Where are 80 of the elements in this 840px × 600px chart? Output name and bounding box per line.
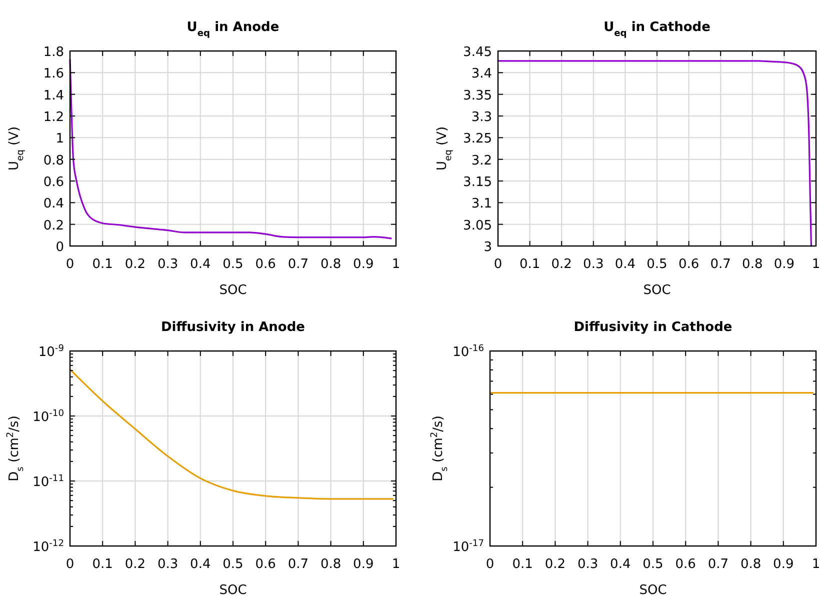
x-tick-label: 0.3 [583,257,604,272]
x-axis-title: SOC [219,583,247,598]
x-tick-label: 0.6 [255,257,276,272]
y-tick-label: 10$^{-16}$ [452,344,484,360]
y-tick-label: 3.35 [463,88,492,104]
x-tick-label: 0.9 [774,257,795,272]
x-tick-label: 0.1 [92,257,113,272]
x-tick-label: 0.8 [742,257,763,272]
y-tick-label: 0.6 [43,175,64,190]
x-tick-label: 0.5 [646,257,668,272]
x-tick-label: 1 [812,557,820,572]
y-tick-label: 3.1 [471,196,492,212]
y-tick-label: 0 [56,240,64,255]
x-tick-label: 0.4 [190,557,211,572]
y-tick-label: 0.2 [43,218,64,234]
y-tick-label: 1 [56,132,64,147]
y-tick-label: 10$^{-11}$ [32,474,64,490]
x-tick-label: 0.3 [157,257,178,272]
x-tick-label: 1 [812,257,820,272]
line-series [69,368,394,500]
x-tick-label: 0.7 [288,557,309,572]
x-tick-label: 0.4 [614,257,636,272]
y-tick-label: 0.8 [43,153,64,168]
x-tick-label: 0.2 [124,557,146,572]
x-tick-label: 0.7 [288,257,309,272]
x-tick-label: 0.6 [678,257,700,272]
y-tick-label: 3.45 [463,45,492,60]
x-tick-label: 0.8 [740,557,762,572]
y-tick-label: 0.4 [43,196,64,212]
x-tick-label: 0.9 [773,557,794,572]
y-tick-label: 3.05 [463,218,492,234]
x-tick-label: 0.2 [124,257,146,272]
x-axis-title: SOC [219,283,247,298]
x-tick-label: 0.3 [577,557,598,572]
x-tick-label: 0.6 [255,557,276,572]
x-tick-label: 0.4 [610,557,631,572]
y-tick-label: 10$^{-10}$ [32,409,64,425]
x-tick-label: 0.8 [320,257,342,272]
x-tick-label: 0.6 [675,557,696,572]
x-tick-label: 0.5 [222,257,244,272]
line-series [497,60,812,247]
y-tick-label: 3 [484,240,492,255]
x-tick-label: 0.5 [642,557,664,572]
x-tick-label: 0 [66,257,74,272]
x-axis-title: SOC [643,283,671,298]
x-tick-label: 0.2 [551,257,572,272]
x-tick-label: 0.1 [519,257,540,272]
y-tick-label: 1.6 [43,66,64,82]
x-tick-label: 0.7 [710,257,731,272]
x-tick-label: 0.9 [353,257,374,272]
line-series [69,58,392,240]
x-tick-label: 1 [392,257,400,272]
y-tick-label: 10$^{-17}$ [452,539,484,555]
y-tick-label: 3.3 [471,110,492,125]
x-tick-label: 0.8 [320,557,342,572]
x-tick-label: 0.4 [190,257,211,272]
x-tick-label: 0 [494,257,502,272]
chart-title: Diffusivity in Cathode [574,320,732,335]
x-tick-label: 1 [392,557,400,572]
x-tick-label: 0.1 [512,557,533,572]
x-tick-label: 0.1 [92,557,113,572]
chart-title: U$_{eq}$ in Cathode [604,20,711,39]
x-tick-label: 0.9 [353,557,374,572]
y-tick-label: 3.25 [463,132,492,147]
y-tick-label: 1.8 [43,45,64,60]
x-tick-label: 0.3 [157,557,178,572]
x-tick-label: 0 [66,557,74,572]
y-tick-label: 1.4 [43,88,64,104]
y-tick-label: 3.15 [463,175,492,190]
y-tick-label: 1.2 [43,110,64,125]
y-tick-label: 10$^{-12}$ [32,539,64,555]
y-tick-label: 3.2 [471,153,492,168]
chart-title: Diffusivity in Anode [161,320,306,335]
x-tick-label: 0.2 [544,557,566,572]
x-tick-label: 0.7 [708,557,729,572]
x-tick-label: 0.5 [222,557,244,572]
x-axis-title: SOC [639,583,667,598]
y-tick-label: 10$^{-9}$ [38,344,64,360]
chart-title: U$_{eq}$ in Anode [186,20,280,39]
y-tick-label: 3.4 [471,66,492,82]
